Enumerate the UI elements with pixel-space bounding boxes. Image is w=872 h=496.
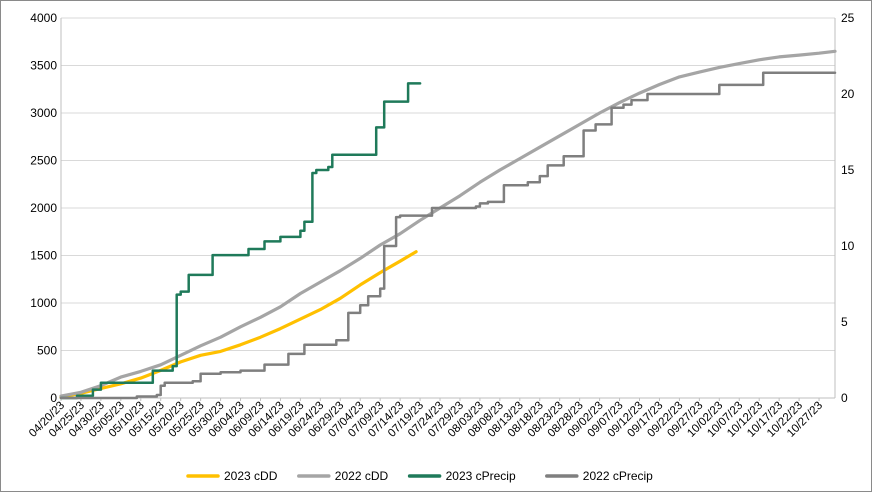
series-line-2023-cdd	[59, 250, 418, 399]
y-tick-label: 1000	[30, 296, 57, 310]
legend-label: 2023 cDD	[224, 469, 278, 483]
y-tick-label: 1500	[30, 249, 57, 263]
legend-item: 2022 cDD	[297, 469, 389, 483]
y2-tick-label: 25	[841, 11, 855, 25]
y-tick-label: 500	[37, 344, 57, 358]
legend-item: 2023 cDD	[186, 469, 278, 483]
series-line-2022-cdd	[59, 49, 837, 398]
axes	[60, 18, 836, 401]
y2-tick-label: 20	[841, 87, 855, 101]
y-tick-label: 3500	[30, 59, 57, 73]
x-axis-labels: 04/20/2304/25/2304/30/2305/05/2305/10/23…	[27, 400, 825, 440]
gridlines	[61, 17, 835, 351]
series-line-2023-cprecip	[59, 82, 422, 400]
y2-tick-label: 15	[841, 163, 855, 177]
y-tick-label: 0	[50, 391, 57, 405]
y2-tick-label: 5	[841, 315, 848, 329]
y2-tick-label: 10	[841, 239, 855, 253]
legend-label: 2022 cPrecip	[583, 469, 653, 483]
y2-tick-label: 0	[841, 391, 848, 405]
legend-item: 2022 cPrecip	[545, 469, 653, 483]
legend-label: 2023 cPrecip	[446, 469, 516, 483]
legend: 2023 cDD 2022 cDD 2023 cPrecip 2022 cPrecip	[186, 469, 653, 483]
y-tick-label: 3000	[30, 106, 57, 120]
y-tick-label: 4000	[30, 11, 57, 25]
legend-item: 2023 cPrecip	[407, 469, 516, 483]
legend-label: 2022 cDD	[335, 469, 389, 483]
series-line-2022-cprecip	[59, 71, 837, 400]
y-axis-left-labels: 0 500 1000 1500 2000 2500 3000 3500 4000	[30, 11, 57, 405]
y-axis-right-labels: 0 5 10 15 20 25	[841, 11, 855, 405]
y-tick-label: 2000	[30, 201, 57, 215]
y-tick-label: 2500	[30, 154, 57, 168]
series-lines	[59, 49, 837, 400]
